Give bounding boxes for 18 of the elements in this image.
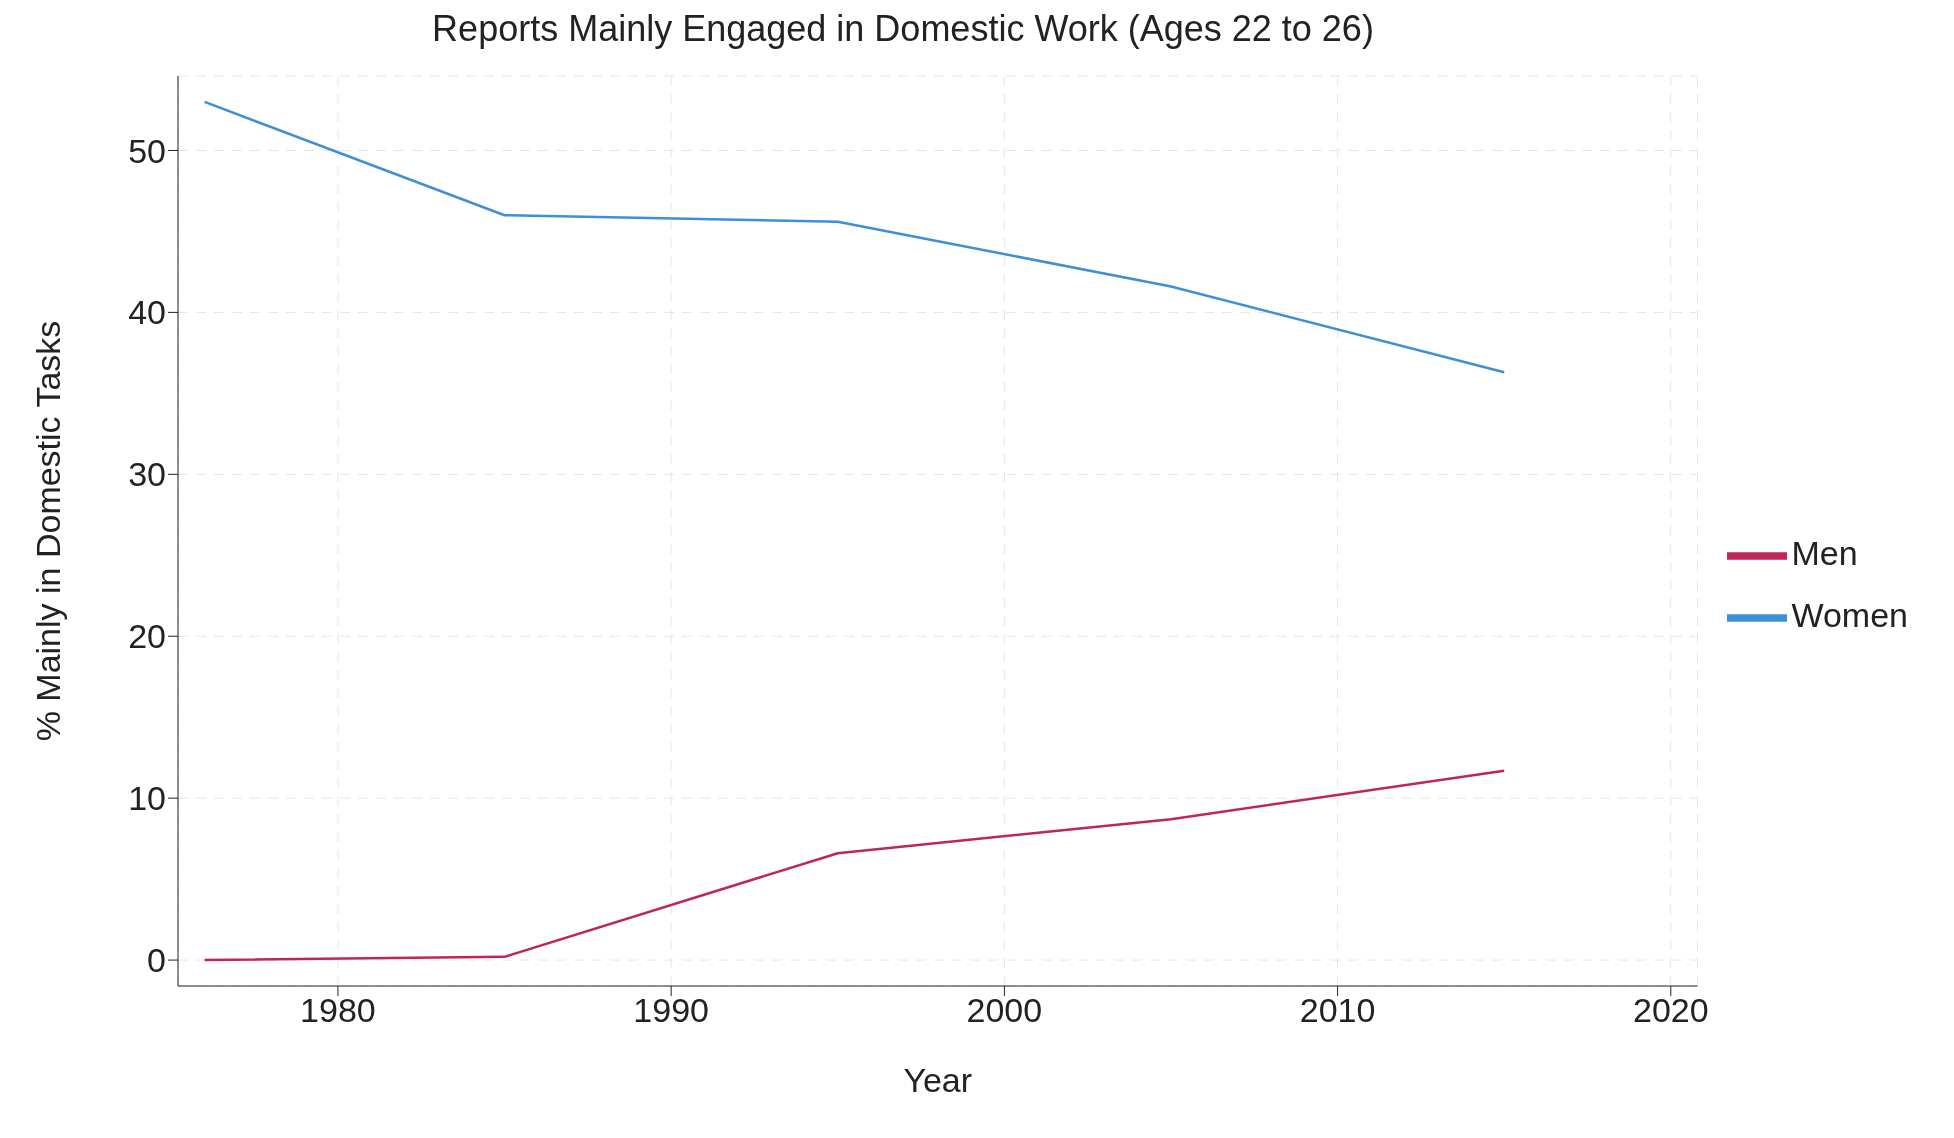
x-tick-label: 2000: [966, 991, 1043, 1030]
legend-label: Women: [1791, 596, 1908, 634]
y-tick-label: 20: [128, 617, 166, 656]
line-series: [203, 100, 1506, 374]
y-tick-label: 0: [147, 941, 166, 980]
chart-title: Reports Mainly Engaged in Domestic Work (Ages 22 to 26): [431, 8, 1375, 51]
y-tick-label: 10: [128, 779, 166, 818]
legend-label: Men: [1791, 533, 1858, 572]
x-tick-label: 1990: [633, 991, 709, 1030]
y-tick-label: 30: [128, 455, 166, 494]
line-series: [203, 769, 1506, 962]
y-axis-title: % Mainly in Domestic Tasks: [29, 320, 68, 742]
y-tick-label: 50: [128, 131, 166, 170]
x-tick-label: 2020: [1632, 991, 1709, 1030]
x-axis-title: Year: [903, 1061, 973, 1099]
y-tick-label: 40: [128, 293, 166, 332]
x-tick-label: 2010: [1299, 991, 1376, 1030]
x-tick-label: 1980: [300, 991, 376, 1030]
